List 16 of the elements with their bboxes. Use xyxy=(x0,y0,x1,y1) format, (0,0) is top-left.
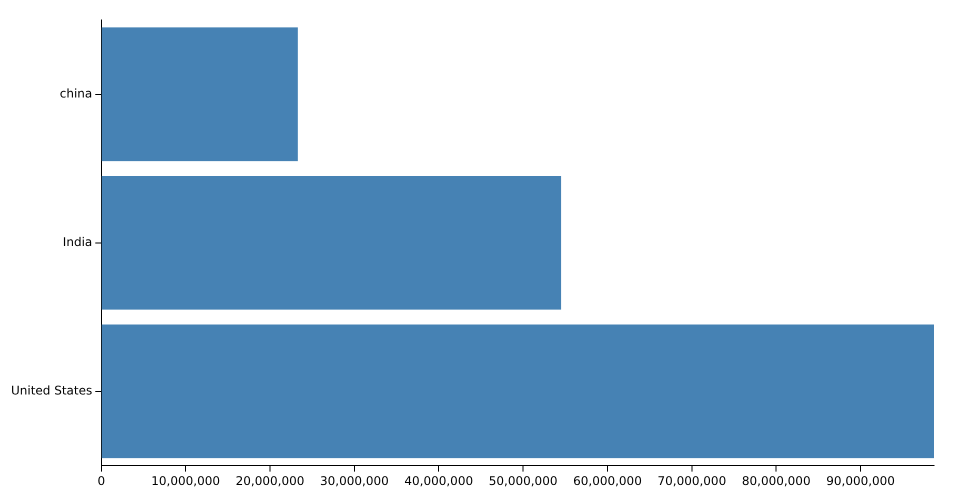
y-tick-label: India xyxy=(62,234,92,249)
bar xyxy=(102,27,298,162)
bar xyxy=(102,176,562,310)
x-tick-label: 0 xyxy=(97,474,106,488)
x-tick-label: 20,000,000 xyxy=(236,474,304,488)
x-tick-label: 40,000,000 xyxy=(404,474,474,488)
y-tick-label: china xyxy=(60,86,92,100)
y-tick-label: United States xyxy=(10,383,92,398)
x-tick-label: 60,000,000 xyxy=(573,474,642,488)
x-tick-label: 70,000,000 xyxy=(657,474,726,488)
x-tick-label: 30,000,000 xyxy=(320,474,389,488)
x-tick-label: 80,000,000 xyxy=(742,474,811,488)
bar xyxy=(102,324,934,458)
x-tick-label: 50,000,000 xyxy=(488,474,558,488)
x-tick-label: 10,000,000 xyxy=(151,474,220,488)
x-tick-label: 90,000,000 xyxy=(826,474,895,488)
